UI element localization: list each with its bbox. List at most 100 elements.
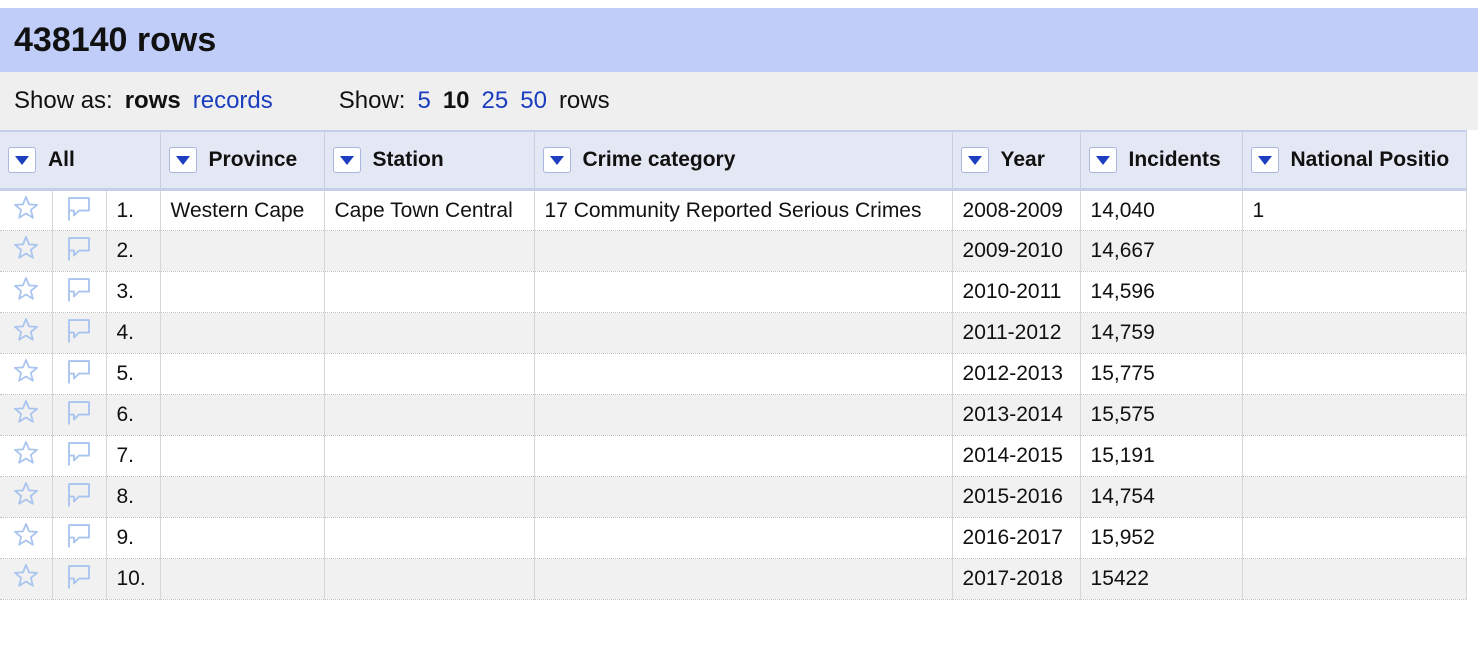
row-star-cell (0, 271, 53, 313)
star-icon[interactable] (12, 316, 40, 350)
page-size-5-link[interactable]: 5 (417, 87, 431, 114)
page-size-50-link[interactable]: 50 (520, 87, 547, 114)
cell-crime-category (534, 394, 953, 436)
flag-icon[interactable] (64, 233, 94, 269)
dropdown-arrow-icon[interactable] (1088, 147, 1117, 173)
flag-icon[interactable] (64, 479, 94, 515)
column-header-row: All Province Station Crime category (0, 130, 1467, 191)
cell-national-position: 1 (1242, 189, 1467, 231)
cell-province (160, 271, 325, 313)
dropdown-arrow-icon[interactable] (1250, 147, 1279, 173)
flag-icon[interactable] (64, 356, 94, 392)
row-index: 8. (106, 476, 161, 518)
cell-national-position (1242, 312, 1467, 354)
cell-station (324, 271, 535, 313)
cell-national-position (1242, 353, 1467, 395)
table-row: 10. 2017-2018 15422 (0, 558, 1467, 600)
star-icon[interactable] (12, 480, 40, 514)
view-controls: Show as: rows records Show: 5 10 25 50 r… (0, 72, 1478, 130)
cell-incidents: 14,596 (1080, 271, 1243, 313)
star-icon[interactable] (12, 234, 40, 268)
dropdown-arrow-icon[interactable] (542, 147, 571, 173)
dropdown-arrow-icon[interactable] (8, 147, 36, 173)
cell-year: 2010-2011 (952, 271, 1081, 313)
flag-icon[interactable] (64, 274, 94, 310)
star-icon[interactable] (12, 439, 40, 473)
dropdown-arrow-icon[interactable] (332, 147, 361, 173)
flag-icon[interactable] (64, 561, 94, 597)
cell-incidents: 15,575 (1080, 394, 1243, 436)
cell-year: 2009-2010 (952, 230, 1081, 272)
row-index: 1. (106, 189, 161, 231)
star-icon[interactable] (12, 275, 40, 309)
row-index: 6. (106, 394, 161, 436)
cell-province: Western Cape (160, 189, 325, 231)
column-header-crime-category: Crime category (534, 130, 953, 191)
row-index: 9. (106, 517, 161, 559)
grid-body: 1. Western Cape Cape Town Central 17 Commun… (0, 189, 1467, 600)
row-index: 2. (106, 230, 161, 272)
cell-province (160, 435, 325, 477)
row-count-header: 438140 rows (0, 8, 1478, 72)
cell-year: 2017-2018 (952, 558, 1081, 600)
row-flag-cell (52, 271, 107, 313)
show-as-records-link[interactable]: records (192, 87, 273, 114)
cell-station: Cape Town Central (324, 189, 535, 231)
flag-icon[interactable] (64, 397, 94, 433)
cell-incidents: 15,191 (1080, 435, 1243, 477)
flag-icon[interactable] (64, 315, 94, 351)
row-star-cell (0, 312, 53, 354)
row-flag-cell (52, 558, 107, 600)
row-star-cell (0, 189, 53, 231)
flag-icon[interactable] (64, 438, 94, 474)
row-flag-cell (52, 189, 107, 231)
cell-national-position (1242, 476, 1467, 518)
cell-year: 2011-2012 (952, 312, 1081, 354)
row-index: 3. (106, 271, 161, 313)
dropdown-arrow-icon[interactable] (168, 147, 197, 173)
cell-province (160, 517, 325, 559)
cell-crime-category (534, 312, 953, 354)
cell-station (324, 476, 535, 518)
cell-national-position (1242, 271, 1467, 313)
cell-crime-category (534, 271, 953, 313)
column-label-year: Year (1000, 148, 1045, 171)
row-flag-cell (52, 476, 107, 518)
column-header-station: Station (324, 130, 535, 191)
page-size-10-current: 10 (442, 87, 470, 114)
cell-year: 2014-2015 (952, 435, 1081, 477)
row-star-cell (0, 558, 53, 600)
flag-icon[interactable] (64, 520, 94, 556)
column-label-national-position: National Positio (1290, 148, 1450, 171)
row-index: 4. (106, 312, 161, 354)
flag-icon[interactable] (64, 193, 94, 229)
star-icon[interactable] (12, 398, 40, 432)
cell-province (160, 476, 325, 518)
row-index: 10. (106, 558, 161, 600)
cell-year: 2013-2014 (952, 394, 1081, 436)
cell-crime-category (534, 517, 953, 559)
row-star-cell (0, 476, 53, 518)
cell-incidents: 14,759 (1080, 312, 1243, 354)
cell-province (160, 353, 325, 395)
column-header-national-position: National Positio (1242, 130, 1467, 191)
dropdown-arrow-icon[interactable] (960, 147, 989, 173)
cell-year: 2012-2013 (952, 353, 1081, 395)
star-icon[interactable] (12, 357, 40, 391)
star-icon[interactable] (12, 521, 40, 555)
table-row: 6. 2013-2014 15,575 (0, 394, 1467, 436)
cell-year: 2016-2017 (952, 517, 1081, 559)
column-header-year: Year (952, 130, 1081, 191)
cell-province (160, 230, 325, 272)
column-header-incidents: Incidents (1080, 130, 1243, 191)
cell-crime-category (534, 230, 953, 272)
star-icon[interactable] (12, 562, 40, 596)
row-flag-cell (52, 312, 107, 354)
cell-year: 2008-2009 (952, 189, 1081, 231)
cell-incidents: 15,775 (1080, 353, 1243, 395)
cell-incidents: 14,040 (1080, 189, 1243, 231)
star-icon[interactable] (12, 194, 40, 228)
column-label-crime-category: Crime category (582, 148, 736, 171)
column-header-province: Province (160, 130, 325, 191)
page-size-25-link[interactable]: 25 (481, 87, 509, 114)
